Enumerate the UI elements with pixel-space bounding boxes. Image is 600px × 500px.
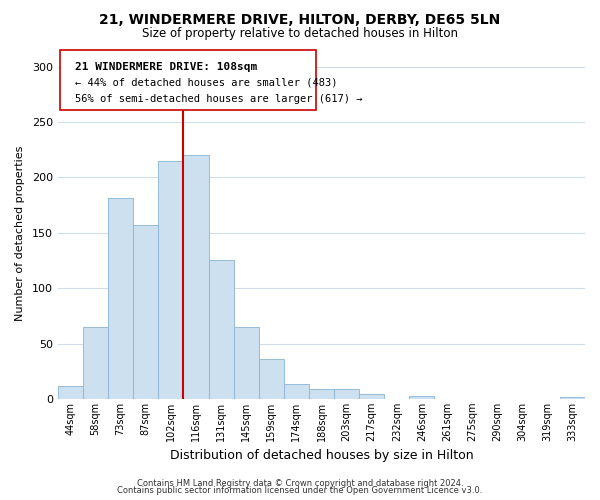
Bar	[108, 198, 133, 399]
Bar	[409, 396, 434, 399]
Text: 56% of semi-detached houses are larger (617) →: 56% of semi-detached houses are larger (…	[76, 94, 363, 104]
Text: 21, WINDERMERE DRIVE, HILTON, DERBY, DE65 5LN: 21, WINDERMERE DRIVE, HILTON, DERBY, DE6…	[100, 12, 500, 26]
Bar	[334, 389, 359, 399]
FancyBboxPatch shape	[61, 50, 316, 110]
Text: ← 44% of detached houses are smaller (483): ← 44% of detached houses are smaller (48…	[76, 78, 338, 88]
Bar	[309, 389, 334, 399]
Bar	[58, 386, 83, 399]
Bar	[259, 359, 284, 399]
Text: Contains HM Land Registry data © Crown copyright and database right 2024.: Contains HM Land Registry data © Crown c…	[137, 478, 463, 488]
Bar	[133, 225, 158, 399]
Bar	[83, 327, 108, 399]
Bar	[184, 156, 209, 399]
Text: Size of property relative to detached houses in Hilton: Size of property relative to detached ho…	[142, 28, 458, 40]
X-axis label: Distribution of detached houses by size in Hilton: Distribution of detached houses by size …	[170, 450, 473, 462]
Bar	[209, 260, 233, 399]
Text: 21 WINDERMERE DRIVE: 108sqm: 21 WINDERMERE DRIVE: 108sqm	[76, 62, 258, 72]
Bar	[359, 394, 384, 399]
Y-axis label: Number of detached properties: Number of detached properties	[15, 145, 25, 320]
Bar	[284, 384, 309, 399]
Bar	[233, 327, 259, 399]
Bar	[158, 161, 184, 399]
Bar	[560, 396, 585, 399]
Text: Contains public sector information licensed under the Open Government Licence v3: Contains public sector information licen…	[118, 486, 482, 495]
